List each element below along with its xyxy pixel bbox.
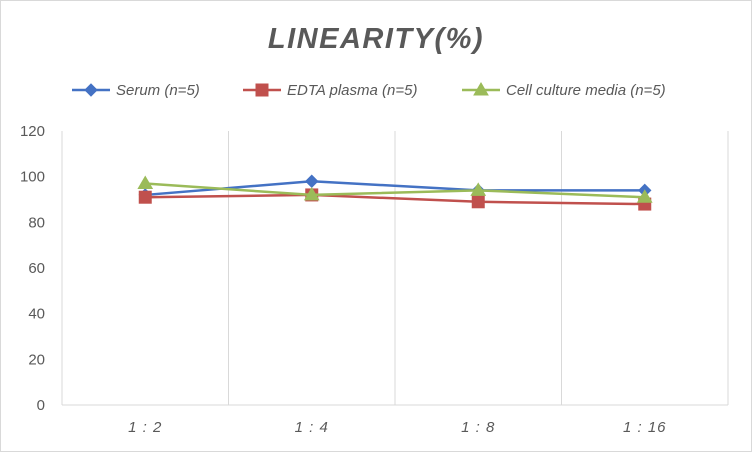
x-axis: 1 : 2 1 : 4 1 : 8 1 : 16	[128, 419, 667, 436]
data-point	[636, 189, 653, 203]
chart-title: LINEARITY(%)	[268, 23, 484, 55]
y-axis: 0 20 40 60 80 100 120	[20, 123, 45, 414]
y-tick-label: 80	[28, 214, 45, 231]
y-tick-label: 0	[37, 397, 45, 414]
data-point	[138, 190, 152, 204]
x-tick-label: 1 : 2	[128, 419, 162, 436]
series-line	[145, 193, 645, 206]
legend-marker	[255, 83, 269, 97]
series-group	[137, 174, 653, 211]
legend-item: EDTA plasma (n=5)	[243, 82, 417, 99]
y-tick-label: 100	[20, 169, 45, 186]
data-point	[303, 186, 320, 201]
legend-marker	[84, 83, 98, 97]
legend-label: Serum (n=5)	[116, 82, 200, 99]
data-point	[471, 195, 485, 209]
legend-label: Cell culture media (n=5)	[506, 82, 666, 99]
x-tick-label: 1 : 8	[461, 419, 495, 436]
y-tick-label: 60	[28, 260, 45, 277]
data-point	[137, 175, 154, 190]
gridlines	[61, 131, 729, 406]
legend: Serum (n=5) EDTA plasma (n=5) Cell culture…	[72, 82, 666, 99]
data-point	[470, 182, 487, 196]
series-triangle	[137, 175, 653, 203]
x-tick-label: 1 : 4	[295, 419, 329, 436]
series-line	[145, 182, 645, 199]
y-tick-label: 20	[28, 351, 45, 368]
legend-marker	[473, 82, 489, 96]
y-tick-label: 40	[28, 306, 45, 323]
y-tick-label: 120	[20, 123, 45, 140]
x-tick-label: 1 : 16	[623, 419, 667, 436]
legend-item: Cell culture media (n=5)	[462, 82, 666, 99]
data-point	[305, 174, 319, 188]
legend-label: EDTA plasma (n=5)	[287, 82, 417, 99]
legend-item: Serum (n=5)	[72, 82, 200, 99]
